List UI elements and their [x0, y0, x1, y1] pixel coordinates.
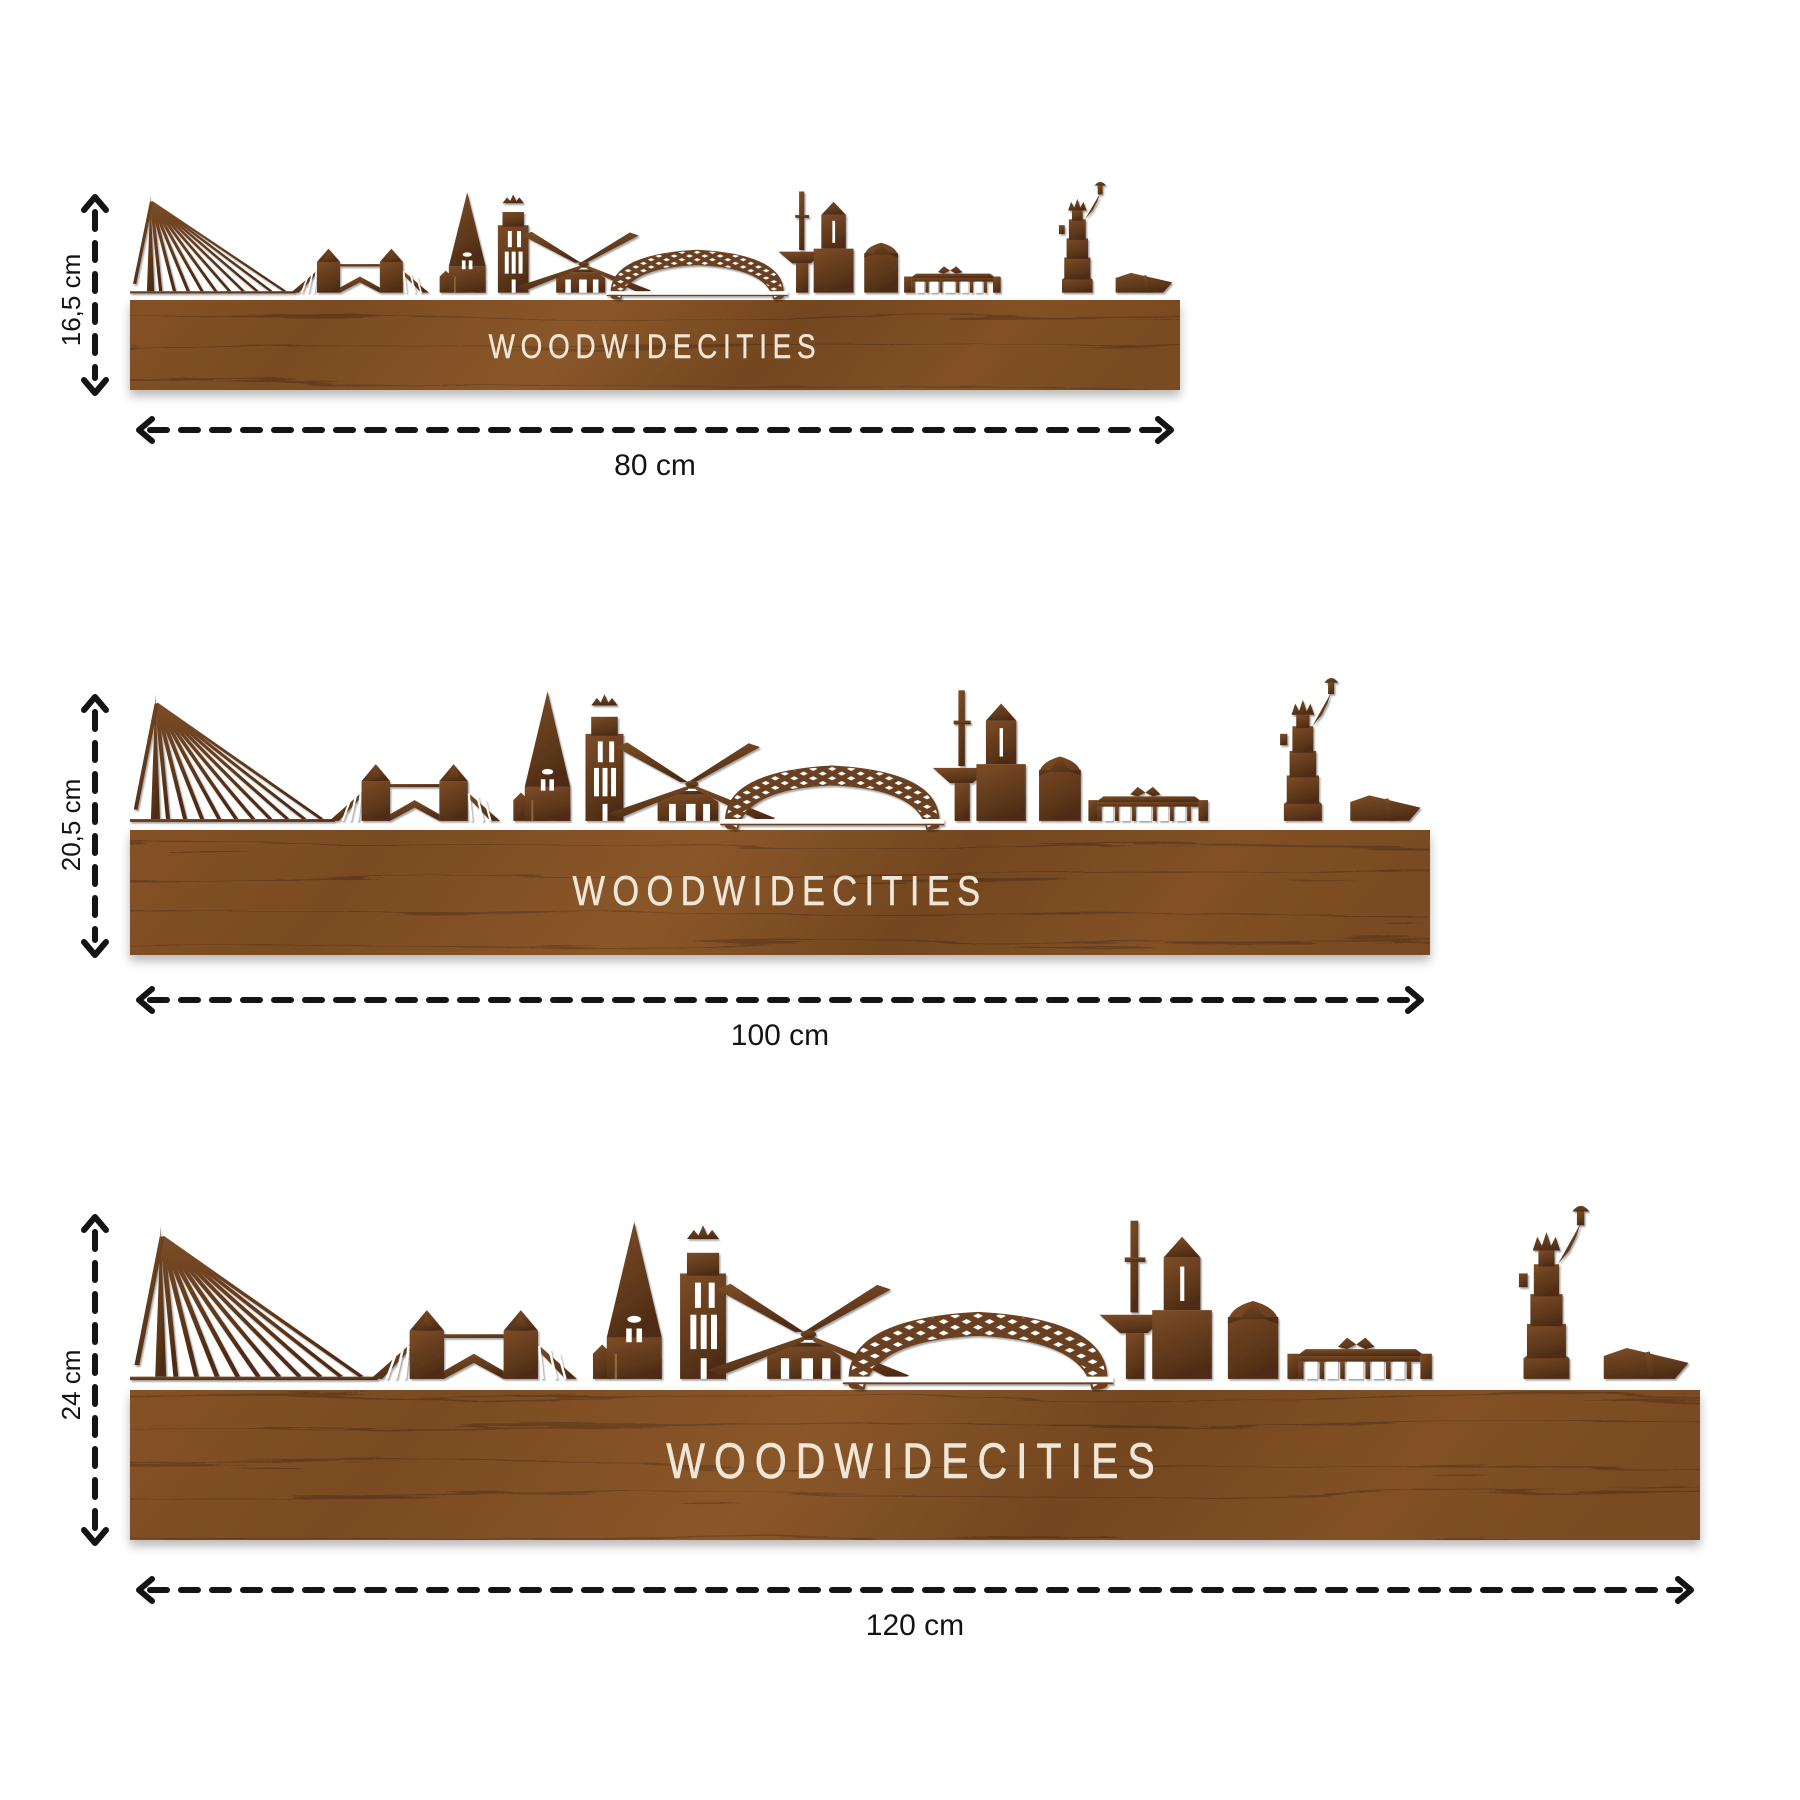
- svg-text:WOODWIDECITIES: WOODWIDECITIES: [572, 868, 987, 915]
- svg-text:24 cm: 24 cm: [56, 1350, 86, 1421]
- svg-text:100 cm: 100 cm: [731, 1019, 829, 1052]
- svg-text:20,5 cm: 20,5 cm: [56, 779, 86, 872]
- svg-text:120 cm: 120 cm: [866, 1609, 964, 1642]
- svg-text:16,5 cm: 16,5 cm: [56, 254, 86, 347]
- svg-text:80 cm: 80 cm: [614, 449, 696, 482]
- svg-text:WOODWIDECITIES: WOODWIDECITIES: [666, 1433, 1164, 1489]
- svg-text:WOODWIDECITIES: WOODWIDECITIES: [489, 327, 822, 365]
